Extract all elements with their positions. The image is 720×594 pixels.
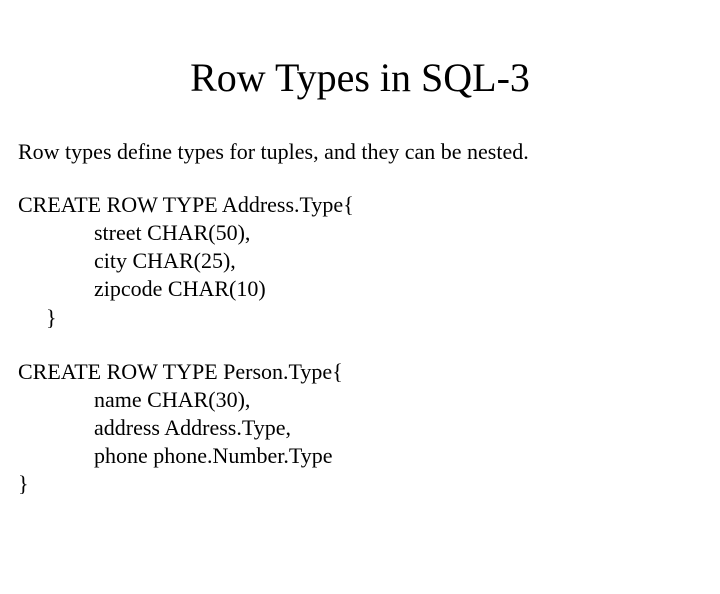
code-line: city CHAR(25), — [18, 247, 720, 275]
intro-text: Row types define types for tuples, and t… — [18, 139, 720, 165]
code-line: CREATE ROW TYPE Address.Type{ — [18, 191, 720, 219]
code-line: } — [18, 304, 720, 332]
code-line: } — [18, 470, 720, 498]
code-line: street CHAR(50), — [18, 219, 720, 247]
slide-title: Row Types in SQL-3 — [0, 54, 720, 101]
slide: Row Types in SQL-3 Row types define type… — [0, 54, 720, 594]
code-block-person: CREATE ROW TYPE Person.Type{ name CHAR(3… — [18, 358, 720, 499]
code-line: zipcode CHAR(10) — [18, 275, 720, 303]
code-line: name CHAR(30), — [18, 386, 720, 414]
code-line: CREATE ROW TYPE Person.Type{ — [18, 358, 720, 386]
code-line: address Address.Type, — [18, 414, 720, 442]
code-block-address: CREATE ROW TYPE Address.Type{ street CHA… — [18, 191, 720, 332]
code-line: phone phone.Number.Type — [18, 442, 720, 470]
